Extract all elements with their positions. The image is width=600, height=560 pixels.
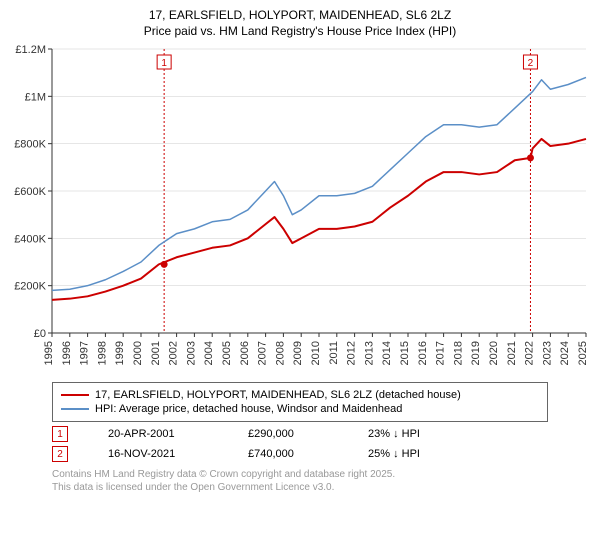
svg-text:2021: 2021 (506, 341, 518, 365)
svg-text:£800K: £800K (14, 139, 46, 151)
svg-text:1: 1 (161, 58, 167, 69)
svg-text:2006: 2006 (239, 341, 251, 365)
svg-text:2008: 2008 (274, 341, 286, 365)
svg-text:£600K: £600K (14, 186, 46, 198)
svg-text:1997: 1997 (79, 341, 91, 365)
legend-box: 17, EARLSFIELD, HOLYPORT, MAIDENHEAD, SL… (52, 382, 548, 422)
chart-container: 17, EARLSFIELD, HOLYPORT, MAIDENHEAD, SL… (0, 0, 600, 560)
svg-text:£1.2M: £1.2M (15, 44, 46, 56)
svg-text:2015: 2015 (399, 341, 411, 365)
legend-swatch (61, 408, 89, 410)
chart-svg: £0 £200K £400K £600K £800K £1M £1.2M 1995 1996 19… (8, 43, 592, 373)
svg-text:2011: 2011 (328, 341, 340, 365)
svg-text:2002: 2002 (168, 341, 180, 365)
svg-text:2025: 2025 (577, 341, 589, 365)
svg-text:2017: 2017 (435, 341, 447, 365)
svg-text:2016: 2016 (417, 341, 429, 365)
attribution-line-2: This data is licensed under the Open Gov… (52, 481, 548, 494)
svg-text:2020: 2020 (488, 341, 500, 365)
svg-text:2005: 2005 (221, 341, 233, 365)
svg-text:2009: 2009 (292, 341, 304, 365)
svg-text:2013: 2013 (363, 341, 375, 365)
markers-table: 1 20-APR-2001 £290,000 23% ↓ HPI 2 16-NOV-202… (52, 426, 548, 462)
legend-label: 17, EARLSFIELD, HOLYPORT, MAIDENHEAD, SL… (95, 389, 461, 401)
marker-row: 1 20-APR-2001 £290,000 23% ↓ HPI (52, 426, 548, 442)
marker-date: 20-APR-2001 (108, 428, 208, 440)
svg-text:2001: 2001 (150, 341, 162, 365)
svg-text:1996: 1996 (61, 341, 73, 365)
marker-price: £740,000 (248, 448, 328, 460)
svg-text:2012: 2012 (346, 341, 358, 365)
title-line-1: 17, EARLSFIELD, HOLYPORT, MAIDENHEAD, SL… (8, 8, 592, 24)
svg-text:1995: 1995 (43, 341, 55, 365)
marker-date: 16-NOV-2021 (108, 448, 208, 460)
title-line-2: Price paid vs. HM Land Registry's House … (8, 24, 592, 40)
legend-swatch (61, 394, 89, 396)
attribution: Contains HM Land Registry data © Crown c… (52, 468, 548, 494)
marker-number: 2 (52, 446, 68, 462)
svg-text:2010: 2010 (310, 341, 322, 365)
svg-text:1998: 1998 (96, 341, 108, 365)
marker-row: 2 16-NOV-2021 £740,000 25% ↓ HPI (52, 446, 548, 462)
legend-item: HPI: Average price, detached house, Wind… (61, 403, 539, 415)
svg-text:2024: 2024 (559, 341, 571, 365)
marker-price: £290,000 (248, 428, 328, 440)
svg-text:2014: 2014 (381, 341, 393, 365)
svg-text:2007: 2007 (257, 341, 269, 365)
svg-text:2000: 2000 (132, 341, 144, 365)
marker-number: 1 (52, 426, 68, 442)
svg-text:£1M: £1M (25, 92, 46, 104)
svg-text:£400K: £400K (14, 234, 46, 246)
svg-text:2023: 2023 (541, 341, 553, 365)
svg-text:£0: £0 (34, 328, 46, 340)
attribution-line-1: Contains HM Land Registry data © Crown c… (52, 468, 548, 481)
chart-title: 17, EARLSFIELD, HOLYPORT, MAIDENHEAD, SL… (8, 8, 592, 39)
svg-text:2022: 2022 (524, 341, 536, 365)
svg-text:2004: 2004 (203, 341, 215, 365)
svg-text:1999: 1999 (114, 341, 126, 365)
svg-text:2003: 2003 (185, 341, 197, 365)
marker-delta: 23% ↓ HPI (368, 428, 420, 440)
marker-delta: 25% ↓ HPI (368, 448, 420, 460)
svg-text:2018: 2018 (452, 341, 464, 365)
svg-text:2: 2 (528, 58, 534, 69)
legend-item: 17, EARLSFIELD, HOLYPORT, MAIDENHEAD, SL… (61, 389, 539, 401)
plot-area: £0 £200K £400K £600K £800K £1M £1.2M 1995 1996 19… (8, 43, 592, 378)
svg-text:2019: 2019 (470, 341, 482, 365)
svg-text:£200K: £200K (14, 281, 46, 293)
legend-label: HPI: Average price, detached house, Wind… (95, 403, 402, 415)
